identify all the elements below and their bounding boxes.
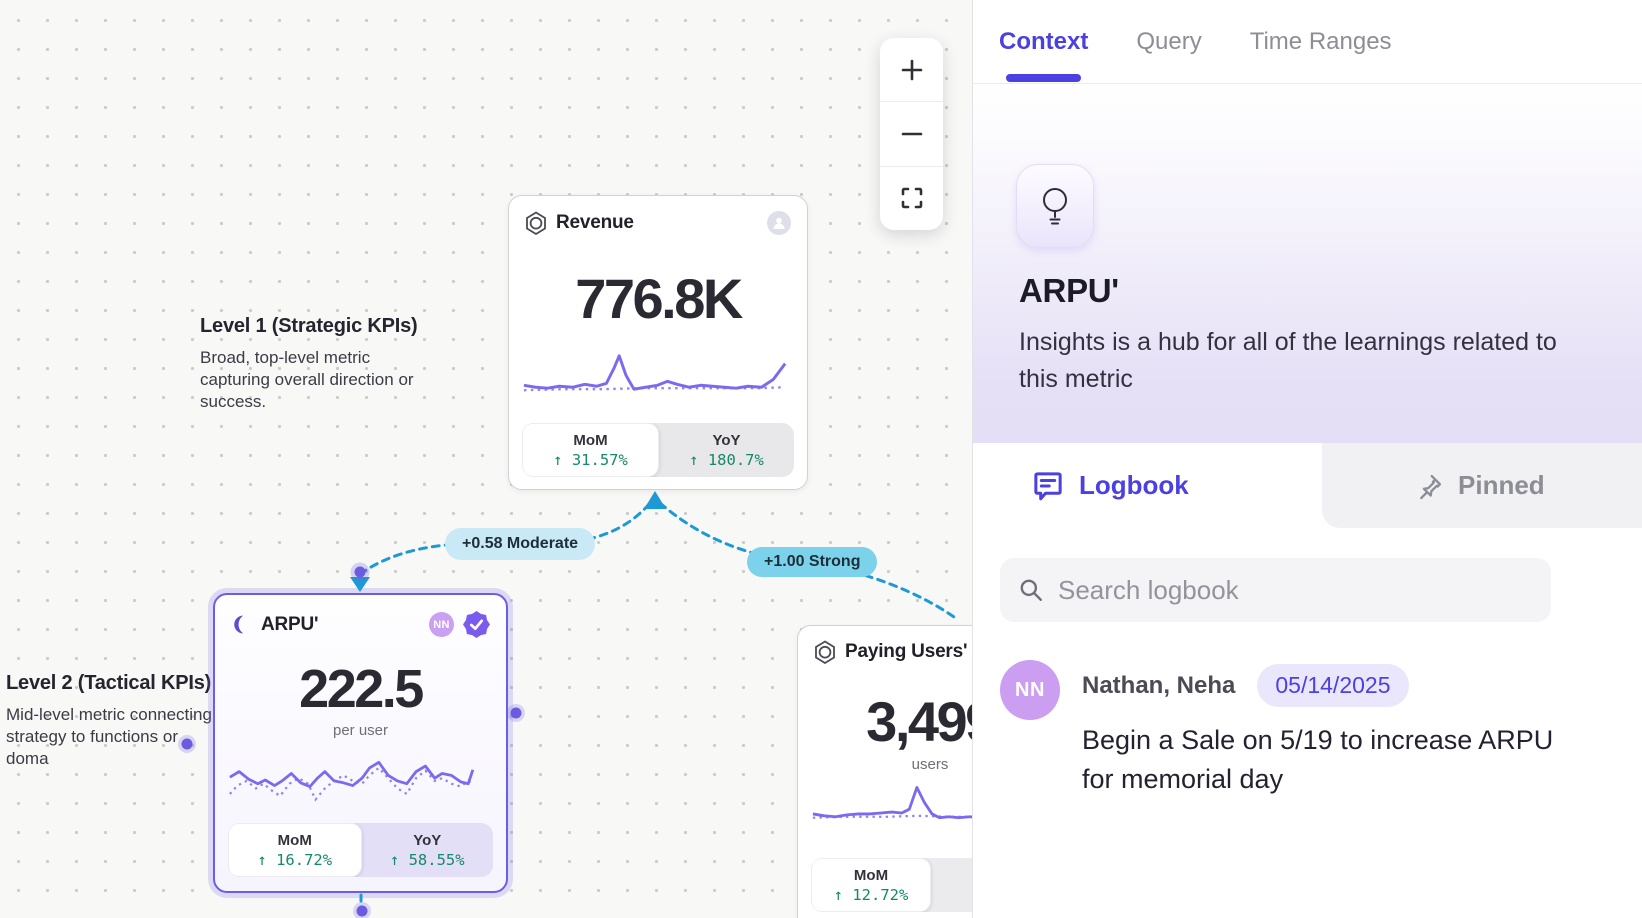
metric-value: 776.8K	[575, 267, 743, 330]
correlation-label-strong[interactable]: +1.00 Strong	[747, 547, 878, 577]
zoom-in-button[interactable]	[880, 38, 943, 101]
level1-title: Level 1 (Strategic KPIs)	[200, 315, 418, 337]
logbook-comment-icon	[1034, 471, 1062, 500]
hexagon-metric-icon	[814, 640, 836, 664]
card-title: ARPU'	[261, 613, 319, 635]
card-title: Paying Users'	[845, 641, 968, 662]
metric-tree-canvas[interactable]: Level 1 (Strategic KPIs) Broad, top-leve…	[0, 0, 972, 918]
search-icon	[1020, 579, 1042, 601]
metric-card-arpu[interactable]: ARPU' NN 222.5 per user MoM ↑ 16.72%	[213, 593, 508, 893]
card-title: Revenue	[556, 212, 634, 233]
level2-description: Mid-level metric connecting strategy to …	[6, 705, 212, 768]
correlation-label-moderate[interactable]: +0.58 Moderate	[445, 528, 596, 560]
crescent-moon-icon	[231, 613, 252, 636]
assignee-badge: NN	[429, 612, 454, 637]
metric-card-revenue[interactable]: Revenue 776.8K MoM ↑ 31.57% YoY	[508, 195, 808, 490]
logbook-entry[interactable]: NN Nathan, Neha 05/14/2025 Begin a Sale …	[1000, 660, 1616, 799]
metric-card-paying-users[interactable]: Paying Users' 3,499 users MoM ↑ 12.72%	[797, 625, 972, 918]
logbook-search[interactable]	[1000, 558, 1551, 622]
level2-title: Level 2 (Tactical KPIs)	[6, 672, 212, 694]
mom-toggle[interactable]: MoM ↑ 16.72%	[228, 823, 362, 877]
yoy-value: ↑ 58.55%	[389, 850, 465, 869]
logbook-label: Logbook	[1079, 470, 1189, 500]
pinned-label: Pinned	[1458, 470, 1545, 500]
verified-check-badge-icon	[463, 611, 490, 638]
metric-unit: users	[911, 756, 949, 773]
paying-users-sparkline	[812, 786, 972, 820]
tab-pinned[interactable]: Pinned	[1322, 443, 1642, 528]
tab-context[interactable]: Context	[999, 0, 1088, 83]
tab-logbook[interactable]: Logbook	[973, 443, 1322, 528]
entry-avatar: NN	[1000, 660, 1060, 720]
arpu-bottom-handle-dot	[353, 902, 371, 918]
panel-tab-bar: Context Query Time Ranges	[973, 0, 1642, 84]
metric-unit: per user	[332, 722, 389, 739]
fit-view-button[interactable]	[880, 165, 943, 230]
yoy-value: ↑ 180.7%	[689, 450, 764, 469]
arpu-top-handle-dot	[350, 562, 370, 582]
level1-description: Broad, top-level metric capturing overal…	[200, 348, 414, 411]
arrowhead-into-revenue	[644, 491, 666, 509]
metric-context-hero: ARPU' Insights is a hub for all of the l…	[973, 84, 1642, 443]
yoy-label: YoY	[413, 831, 442, 849]
logbook-section-tabs: Pinned Logbook	[973, 443, 1642, 528]
mom-label: MoM	[277, 831, 312, 849]
lightbulb-icon	[1043, 188, 1067, 225]
arrowhead-into-arpu	[350, 577, 370, 592]
hexagon-metric-icon	[525, 211, 547, 235]
zoom-out-button[interactable]	[880, 101, 943, 165]
mom-value: ↑ 31.57%	[553, 450, 628, 469]
context-side-panel: Context Query Time Ranges ARPU' Insights…	[972, 0, 1642, 918]
watcher-avatar-icon	[767, 211, 791, 235]
canvas-zoom-toolbar	[880, 38, 943, 230]
revenue-sparkline	[523, 354, 787, 392]
metric-value: 222.5	[299, 659, 424, 719]
mom-toggle[interactable]: MoM ↑ 12.72%	[811, 858, 931, 912]
mom-label: MoM	[573, 431, 608, 449]
mom-label: MoM	[853, 866, 889, 884]
level2-annotation: Level 2 (Tactical KPIs) Mid-level metric…	[6, 672, 220, 770]
mom-value: ↑ 16.72%	[257, 850, 333, 869]
yoy-toggle[interactable]	[931, 858, 972, 912]
tab-time-ranges[interactable]: Time Ranges	[1249, 27, 1392, 55]
entry-text: Begin a Sale on 5/19 to increase ARPU fo…	[1082, 725, 1554, 794]
level1-annotation: Level 1 (Strategic KPIs) Broad, top-leve…	[200, 315, 442, 413]
arpu-right-handle-dot	[507, 704, 525, 722]
yoy-toggle[interactable]: YoY ↑ 180.7%	[659, 423, 794, 477]
insights-tile	[1016, 164, 1094, 248]
metric-value: 3,499	[866, 690, 972, 753]
panel-metric-description: Insights is a hub for all of the learnin…	[1019, 328, 1557, 393]
yoy-toggle[interactable]: YoY ↑ 58.55%	[362, 823, 494, 877]
tab-query[interactable]: Query	[1136, 27, 1202, 55]
arpu-sparkline	[229, 760, 475, 802]
yoy-label: YoY	[712, 431, 741, 449]
entry-date-badge: 05/14/2025	[1257, 664, 1409, 707]
mom-value: ↑ 12.72%	[833, 885, 909, 904]
mom-toggle[interactable]: MoM ↑ 31.57%	[522, 423, 659, 477]
entry-author: Nathan, Neha	[1082, 671, 1236, 699]
search-input[interactable]	[1058, 574, 1533, 606]
pushpin-icon	[1420, 474, 1442, 499]
panel-metric-name: ARPU'	[1019, 272, 1119, 309]
